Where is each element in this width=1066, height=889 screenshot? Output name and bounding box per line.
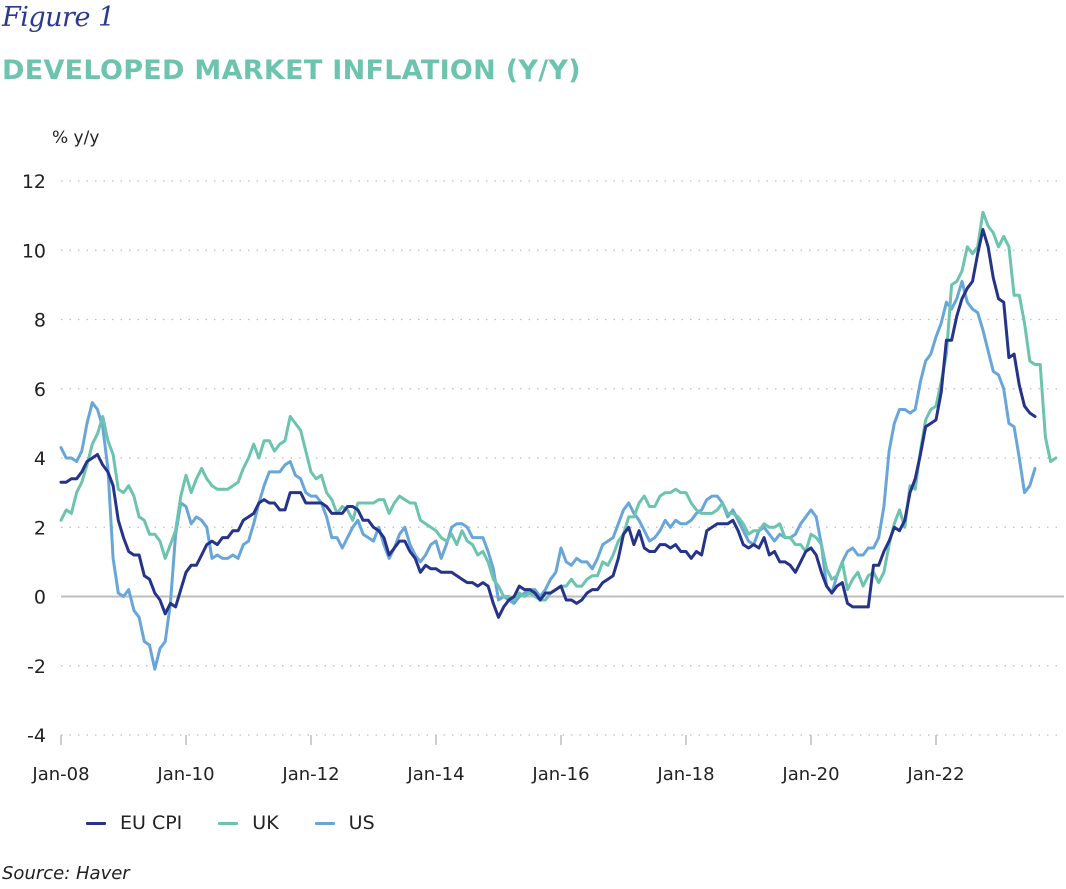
x-tick-label: Jan-22 bbox=[906, 764, 964, 785]
y-tick-label: 4 bbox=[34, 448, 46, 470]
x-tick-label: Jan-16 bbox=[531, 764, 589, 785]
y-axis-label: % y/y bbox=[52, 128, 100, 148]
y-tick-label: 12 bbox=[22, 171, 46, 193]
legend: EU CPI UK US bbox=[86, 812, 411, 834]
y-tick-label: 8 bbox=[34, 310, 46, 332]
x-tick-label: Jan-18 bbox=[656, 764, 714, 785]
legend-item-uk[interactable]: UK bbox=[218, 812, 279, 834]
legend-label-uk: UK bbox=[252, 812, 279, 834]
x-tick-label: Jan-12 bbox=[281, 764, 339, 785]
legend-item-us[interactable]: US bbox=[314, 812, 375, 834]
y-tick-label: 2 bbox=[34, 517, 46, 539]
legend-label-eu-cpi: EU CPI bbox=[120, 812, 183, 834]
x-tick-label: Jan-14 bbox=[406, 764, 464, 785]
legend-item-eu-cpi[interactable]: EU CPI bbox=[86, 812, 182, 834]
series-line-eu-cpi bbox=[59, 228, 1037, 619]
y-tick-label: 6 bbox=[34, 379, 46, 401]
legend-swatch-eu-cpi bbox=[86, 821, 106, 825]
y-tick-label: -4 bbox=[27, 725, 46, 747]
series-lines bbox=[59, 210, 1058, 671]
x-tick-label: Jan-08 bbox=[31, 764, 89, 785]
y-tick-label: 0 bbox=[34, 587, 46, 609]
gridlines bbox=[61, 180, 1064, 736]
x-tick-label: Jan-10 bbox=[156, 764, 214, 785]
legend-swatch-us bbox=[314, 821, 335, 825]
y-axis: -4 -2 0 2 4 6 8 10 12 bbox=[22, 171, 46, 747]
x-tick-label: Jan-20 bbox=[781, 764, 839, 785]
y-tick-label: -2 bbox=[27, 656, 46, 678]
y-tick-label: 10 bbox=[22, 240, 46, 262]
chart-title: DEVELOPED MARKET INFLATION (Y/Y) bbox=[2, 55, 581, 86]
legend-swatch-uk bbox=[218, 821, 239, 825]
x-axis: Jan-08 Jan-10 Jan-12 Jan-14 Jan-16 Jan-18 Jan-… bbox=[31, 735, 965, 785]
legend-label-us: US bbox=[348, 812, 375, 834]
series-line-us bbox=[59, 279, 1037, 671]
figure-label: Figure 1 bbox=[2, 2, 115, 33]
source-note: Source: Haver bbox=[2, 863, 130, 884]
